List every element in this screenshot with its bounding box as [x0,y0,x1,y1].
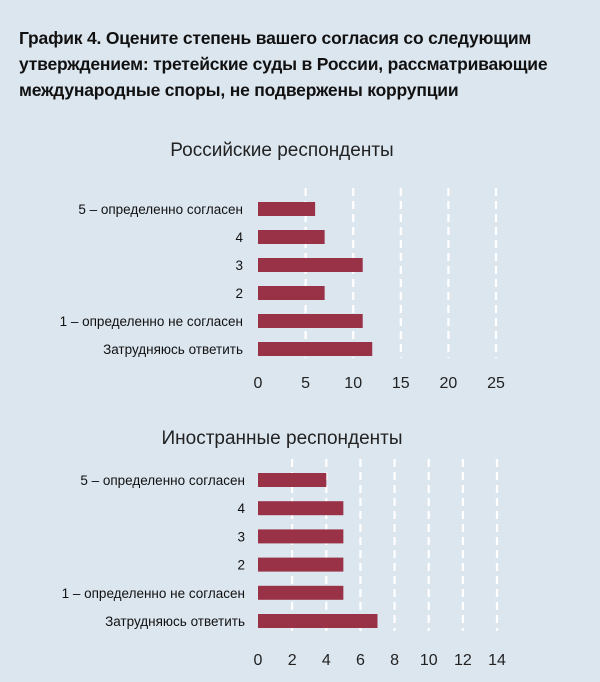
category-label: 1 – определенно не согласен [60,314,243,329]
bar [258,473,327,487]
category-label: 4 [237,501,245,516]
page-title: График 4. Оцените степень вашего согласи… [19,28,548,100]
x-tick-label: 10 [344,375,362,390]
category-label: Затрудняюсь ответить [103,342,243,357]
x-tick-label: 6 [356,652,365,669]
bar [258,314,363,328]
x-tick-label: 4 [322,652,331,669]
x-tick-label: 15 [392,375,410,390]
chart-russian-respondents: Российские респонденты 5 – определенно со… [60,140,505,390]
bar [258,230,325,244]
x-tick-label: 10 [420,652,438,669]
chart-title: Российские респонденты [170,140,393,161]
x-tick-label: 2 [288,652,297,669]
bar [258,557,344,572]
category-label: 5 – определенно согласен [80,473,245,488]
bar [258,585,344,600]
bar [258,529,344,544]
category-label: Затрудняюсь ответить [105,614,245,629]
x-tick-label: 5 [301,375,310,390]
x-tick-label: 14 [488,652,506,669]
chart-title: Иностранные респонденты [161,428,402,449]
category-label: 1 – определенно не согласен [62,586,245,601]
category-label: 2 [235,286,243,301]
chart-foreign-respondents: Иностранные респонденты 5 – определенно с… [62,428,506,669]
bar [258,286,325,300]
bar [258,202,316,216]
x-tick-label: 20 [440,375,458,390]
bar [258,342,373,356]
x-tick-label: 0 [254,652,263,669]
category-label: 2 [237,558,245,573]
x-tick-label: 0 [254,375,263,390]
x-tick-label: 25 [487,375,505,390]
category-label: 3 [237,529,245,544]
x-tick-label: 8 [390,652,399,669]
category-label: 4 [235,230,243,245]
bar [258,258,363,272]
category-label: 3 [235,258,243,273]
category-label: 5 – определенно согласен [78,202,243,217]
bar [258,501,344,516]
bar [258,614,378,628]
x-tick-label: 12 [454,652,472,669]
